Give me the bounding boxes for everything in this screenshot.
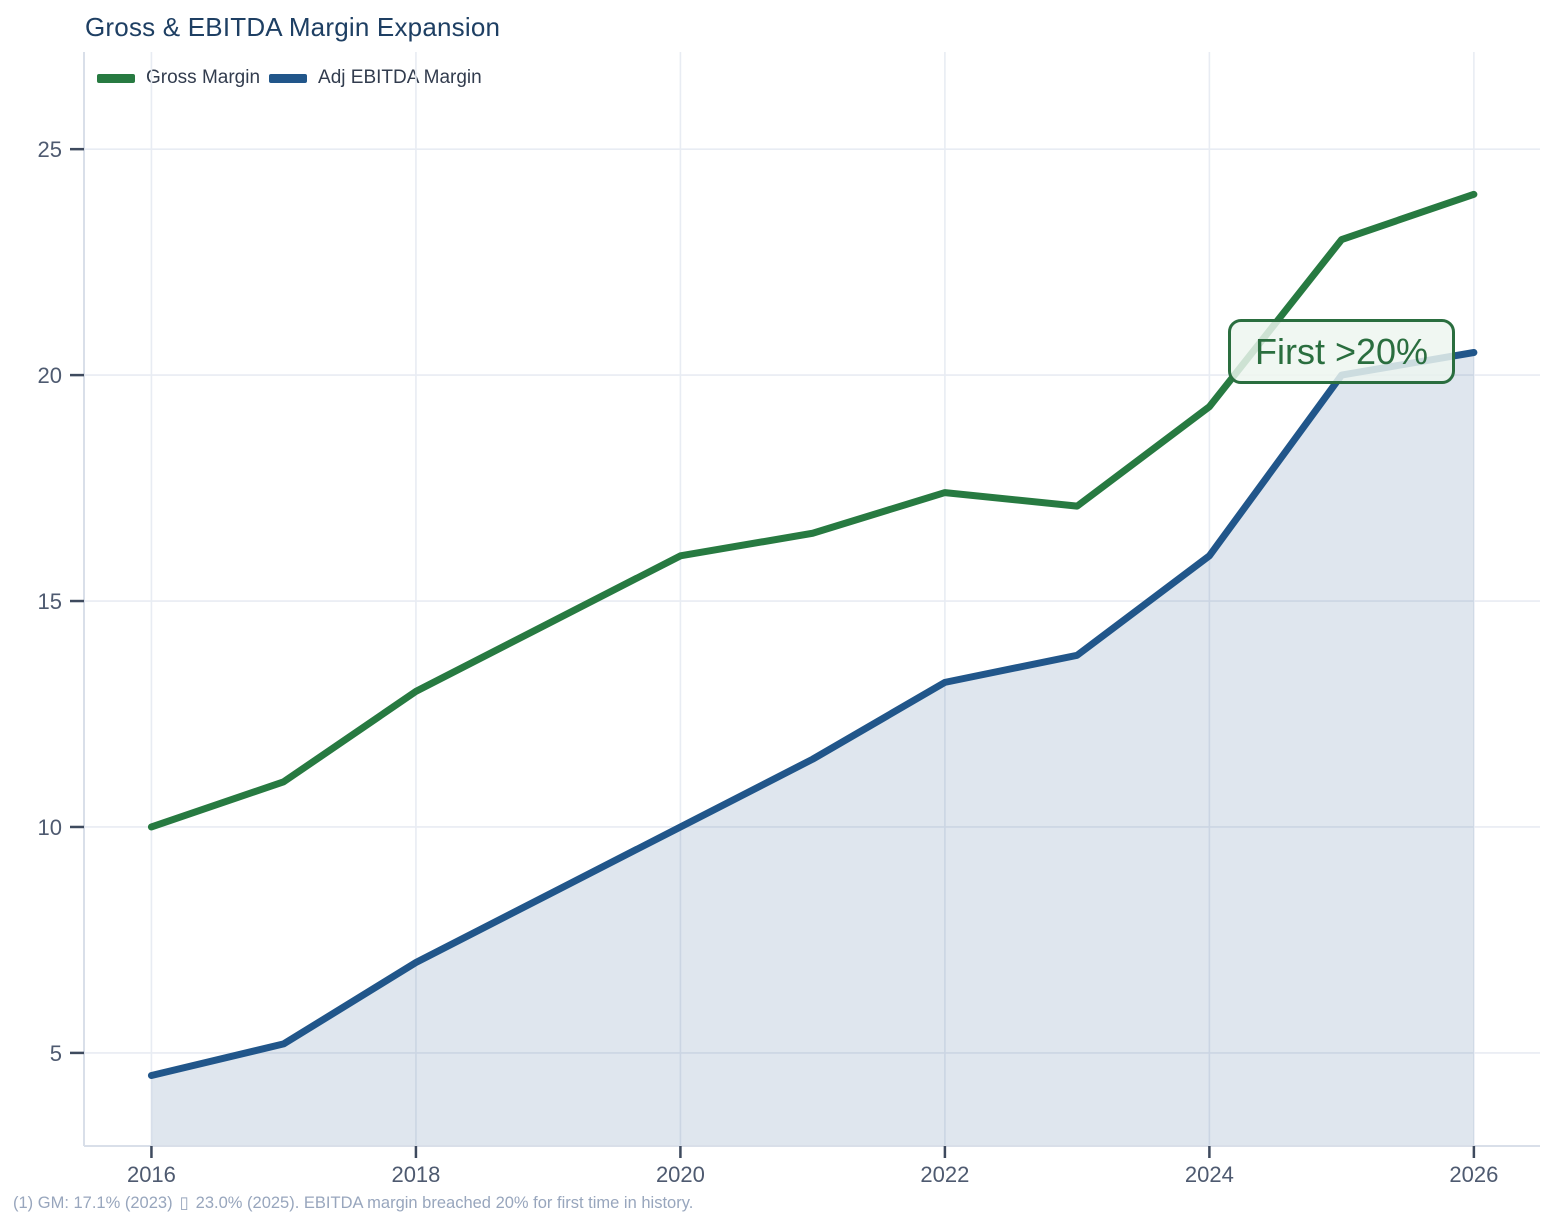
legend-item-adj-ebitda-margin: Adj EBITDA Margin (269, 67, 482, 89)
chart-title: Gross & EBITDA Margin Expansion (85, 12, 501, 42)
x-tick-label: 2016 (127, 1162, 176, 1187)
missing-glyph-box: ▯ (179, 1194, 189, 1212)
legend-label-gross-margin: Gross Margin (146, 67, 261, 88)
ebitda-margin-line (147, 348, 1478, 1080)
legend-label-adj-ebitda-margin: Adj EBITDA Margin (318, 67, 482, 88)
footnote: (1) GM: 17.1% (2023) ▯ 23.0% (2025). EBITD… (13, 1193, 693, 1213)
gross-margin-swatch (97, 73, 135, 83)
legend: Gross Margin Adj EBITDA Margin (97, 66, 491, 90)
ebitda-margin-swatch (269, 73, 308, 83)
annotation-first-over-20-percent: First >20% (1228, 319, 1455, 384)
footnote-text-after: 23.0% (2025). EBITDA margin breached 20%… (195, 1194, 694, 1212)
ebitda-area-fill (151, 352, 1474, 1147)
x-tick-label: 2026 (1449, 1162, 1498, 1187)
x-tick-label: 2018 (391, 1162, 440, 1187)
x-tick-label: 2020 (656, 1162, 705, 1187)
x-tick-label: 2024 (1185, 1162, 1234, 1187)
y-tick-label: 20 (38, 363, 62, 388)
y-tick-label: 10 (38, 815, 62, 840)
x-tick-label: 2022 (920, 1162, 969, 1187)
footnote-text-before: (1) GM: 17.1% (2023) (13, 1194, 173, 1212)
legend-item-gross-margin: Gross Margin (97, 67, 260, 89)
y-tick-label: 5 (50, 1041, 62, 1066)
y-tick-label: 15 (38, 589, 62, 614)
y-tick-label: 25 (38, 137, 62, 162)
